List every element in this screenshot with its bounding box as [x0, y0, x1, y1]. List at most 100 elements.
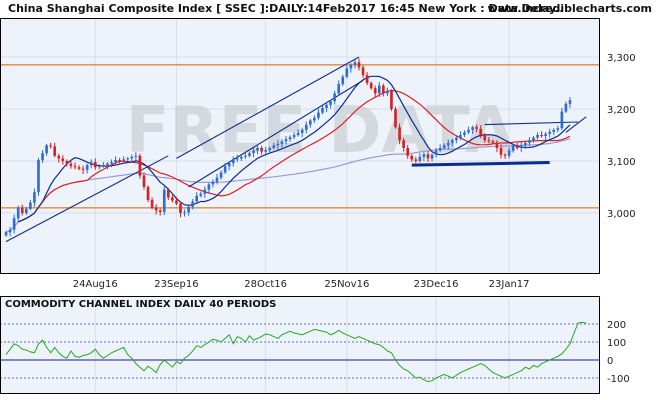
candle-body — [130, 156, 134, 159]
down-candle — [57, 153, 61, 163]
site-link[interactable]: www.incrediblecharts.com — [488, 2, 652, 15]
candle-body — [511, 145, 515, 151]
up-candle — [110, 159, 113, 168]
up-candle — [4, 230, 8, 237]
up-candle — [528, 137, 531, 146]
candle-body — [260, 148, 263, 152]
candle-body — [446, 142, 450, 146]
candle-body — [467, 129, 470, 133]
up-candle — [280, 139, 284, 148]
candle-body — [369, 83, 373, 89]
candle-body — [276, 143, 280, 146]
x-tick-label: 28Oct16 — [244, 279, 287, 290]
down-candle — [49, 142, 52, 149]
candle-body — [106, 163, 109, 166]
up-candle — [519, 141, 523, 153]
down-candle — [93, 158, 97, 170]
candle-body — [292, 135, 296, 138]
candle-body — [329, 101, 332, 105]
up-candle — [438, 144, 442, 153]
up-candle — [329, 99, 332, 109]
candle-body — [158, 210, 162, 212]
candle-body — [134, 155, 138, 157]
candle-body — [361, 67, 365, 76]
down-candle — [390, 89, 393, 112]
candle-body — [296, 132, 300, 135]
overlay-lines — [0, 56, 600, 243]
cci-y-tick-label: 200 — [607, 320, 626, 331]
up-candle — [467, 126, 470, 134]
down-candle — [495, 140, 499, 153]
up-candle — [524, 140, 527, 150]
candle-body — [564, 103, 568, 112]
candle-body — [4, 232, 8, 236]
candle-body — [252, 150, 255, 154]
up-candle — [85, 163, 89, 174]
up-candle — [548, 128, 552, 138]
candle-body — [548, 131, 552, 134]
down-candle — [65, 159, 69, 167]
cci-panel-title: COMMODITY CHANNEL INDEX DAILY 40 PERIODS — [5, 299, 276, 310]
candle-body — [65, 161, 69, 164]
up-candle — [300, 127, 304, 138]
up-candle — [333, 90, 336, 105]
up-candle — [341, 74, 345, 87]
candle-body — [524, 142, 527, 146]
candle-body — [61, 158, 65, 161]
up-candle — [511, 143, 515, 153]
candle-body — [568, 100, 572, 104]
trendline — [5, 155, 169, 243]
candle-body — [41, 153, 44, 160]
up-candle — [430, 153, 434, 162]
up-candle — [313, 115, 316, 124]
up-candle — [191, 198, 194, 210]
candle-body — [102, 165, 105, 167]
candle-body — [284, 139, 288, 142]
up-candle — [386, 87, 389, 96]
candle-body — [12, 218, 16, 230]
up-candle — [532, 136, 535, 143]
candle-body — [33, 192, 36, 203]
up-candle — [560, 107, 564, 131]
up-candle — [8, 227, 12, 237]
down-candle — [475, 124, 478, 133]
down-candle — [146, 185, 150, 203]
candle-body — [138, 155, 142, 176]
candle-body — [154, 207, 158, 211]
candle-body — [89, 162, 93, 166]
candle-body — [556, 128, 560, 130]
up-candle — [284, 136, 288, 145]
candle-body — [552, 129, 556, 132]
candle-body — [495, 142, 499, 148]
down-candle — [373, 85, 377, 98]
up-candle — [134, 152, 138, 161]
down-candle — [166, 188, 170, 200]
candle-body — [560, 111, 564, 129]
candle-body — [235, 158, 239, 160]
cci-y-tick-label: 100 — [607, 338, 626, 349]
candle-body — [365, 75, 369, 83]
candle-body — [422, 154, 426, 157]
down-candle — [361, 65, 365, 78]
candle-body — [475, 127, 478, 129]
up-candle — [418, 153, 422, 163]
up-candle — [248, 151, 251, 158]
candle-body — [438, 148, 442, 151]
up-candle — [442, 143, 446, 150]
candle-body — [463, 132, 466, 135]
down-candle — [410, 154, 414, 163]
up-candle — [231, 156, 235, 167]
up-candle — [317, 109, 320, 120]
cci-line — [5, 321, 587, 383]
candle-body — [211, 181, 215, 185]
candle-body — [73, 166, 77, 168]
down-candle — [138, 153, 142, 179]
down-candle — [158, 208, 162, 216]
up-candle — [122, 156, 126, 164]
cci-panel-background — [0, 296, 600, 394]
up-candle — [325, 101, 328, 113]
candle-body — [37, 159, 40, 193]
candle-body — [162, 189, 166, 212]
up-candle — [276, 140, 280, 150]
